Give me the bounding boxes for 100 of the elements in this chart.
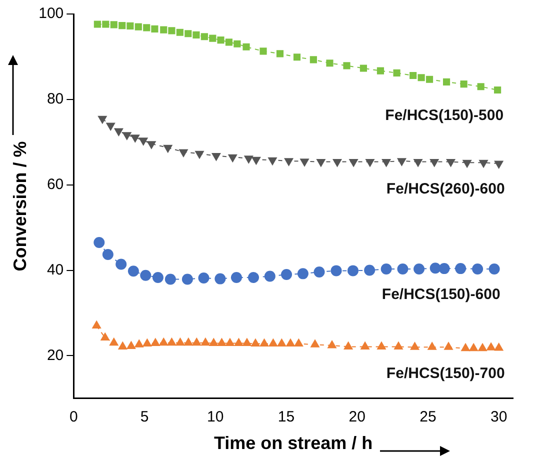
point — [410, 342, 420, 350]
point — [393, 69, 400, 76]
point — [310, 56, 317, 64]
x-axis-title: Time on stream / h — [214, 433, 373, 454]
point — [343, 62, 350, 70]
point — [164, 274, 176, 285]
point — [477, 83, 484, 90]
point — [327, 340, 337, 348]
point — [330, 265, 342, 276]
point — [138, 138, 148, 146]
point — [360, 341, 370, 350]
x-tick-label: 15 — [278, 408, 295, 426]
point — [397, 263, 408, 274]
y-tick-label: 60 — [46, 176, 64, 193]
point — [248, 272, 259, 284]
series-label: Fe/HCS(150)-500 — [385, 107, 504, 124]
point — [118, 22, 126, 30]
point — [442, 78, 450, 86]
series-label: Fe/HCS(260)-600 — [386, 180, 505, 198]
point — [259, 338, 270, 346]
point — [426, 76, 434, 83]
point — [214, 273, 226, 284]
point — [194, 150, 204, 160]
point — [142, 338, 152, 346]
point — [242, 338, 252, 346]
point — [376, 341, 386, 350]
point — [281, 269, 292, 280]
x-tick-label: 20 — [348, 408, 366, 426]
y-tick-label: 100 — [38, 5, 64, 22]
point — [314, 266, 325, 278]
series-label: Fe/HCS(150)-700 — [386, 365, 505, 382]
point — [494, 86, 502, 94]
point — [163, 144, 173, 154]
point — [166, 337, 176, 346]
point — [106, 122, 116, 131]
point — [260, 48, 267, 55]
point — [158, 337, 168, 346]
point — [444, 342, 454, 350]
point — [152, 272, 164, 284]
point — [151, 25, 158, 32]
point — [200, 33, 208, 40]
point — [242, 43, 250, 50]
point — [344, 341, 354, 350]
y-axis-title: Conversion / % — [10, 141, 30, 272]
y-tick-label: 80 — [46, 90, 64, 108]
x-tick-label: 5 — [140, 408, 149, 426]
point — [250, 338, 260, 346]
point — [326, 60, 334, 67]
point — [168, 27, 176, 34]
series-label: Fe/HCS(150)-600 — [382, 286, 500, 304]
point — [116, 258, 127, 270]
point — [225, 38, 232, 46]
x-tick-label: 30 — [490, 408, 508, 426]
point — [268, 338, 278, 346]
point — [134, 339, 144, 348]
point — [100, 332, 110, 340]
point — [118, 341, 128, 350]
point — [216, 338, 226, 346]
point — [396, 158, 407, 166]
point — [175, 337, 185, 346]
y-tick-label: 40 — [46, 261, 64, 278]
point — [234, 338, 244, 346]
point — [294, 338, 304, 346]
point — [102, 248, 114, 260]
x-tick-label: 10 — [207, 408, 224, 426]
point — [94, 20, 101, 28]
point — [455, 263, 466, 274]
point — [286, 338, 296, 346]
point — [225, 338, 235, 346]
point — [192, 31, 200, 38]
point — [198, 272, 210, 284]
point — [438, 263, 450, 274]
point — [126, 22, 134, 30]
point — [276, 50, 284, 58]
point — [234, 40, 241, 48]
point — [414, 263, 425, 274]
point — [110, 21, 118, 28]
point — [184, 337, 194, 346]
point — [347, 265, 358, 276]
point — [488, 263, 500, 274]
point — [468, 342, 478, 352]
point — [140, 270, 152, 281]
point — [94, 237, 105, 248]
point — [208, 338, 218, 346]
point — [134, 23, 142, 30]
point — [146, 141, 156, 150]
point — [130, 134, 140, 143]
point — [494, 160, 504, 169]
point — [472, 263, 484, 274]
point — [310, 339, 320, 348]
point — [128, 266, 139, 277]
point — [114, 128, 124, 137]
point — [264, 270, 276, 282]
point — [427, 342, 437, 350]
point — [380, 263, 392, 274]
point — [418, 74, 425, 82]
point — [192, 337, 202, 346]
point — [109, 337, 119, 346]
point — [143, 24, 150, 32]
point — [126, 340, 136, 350]
